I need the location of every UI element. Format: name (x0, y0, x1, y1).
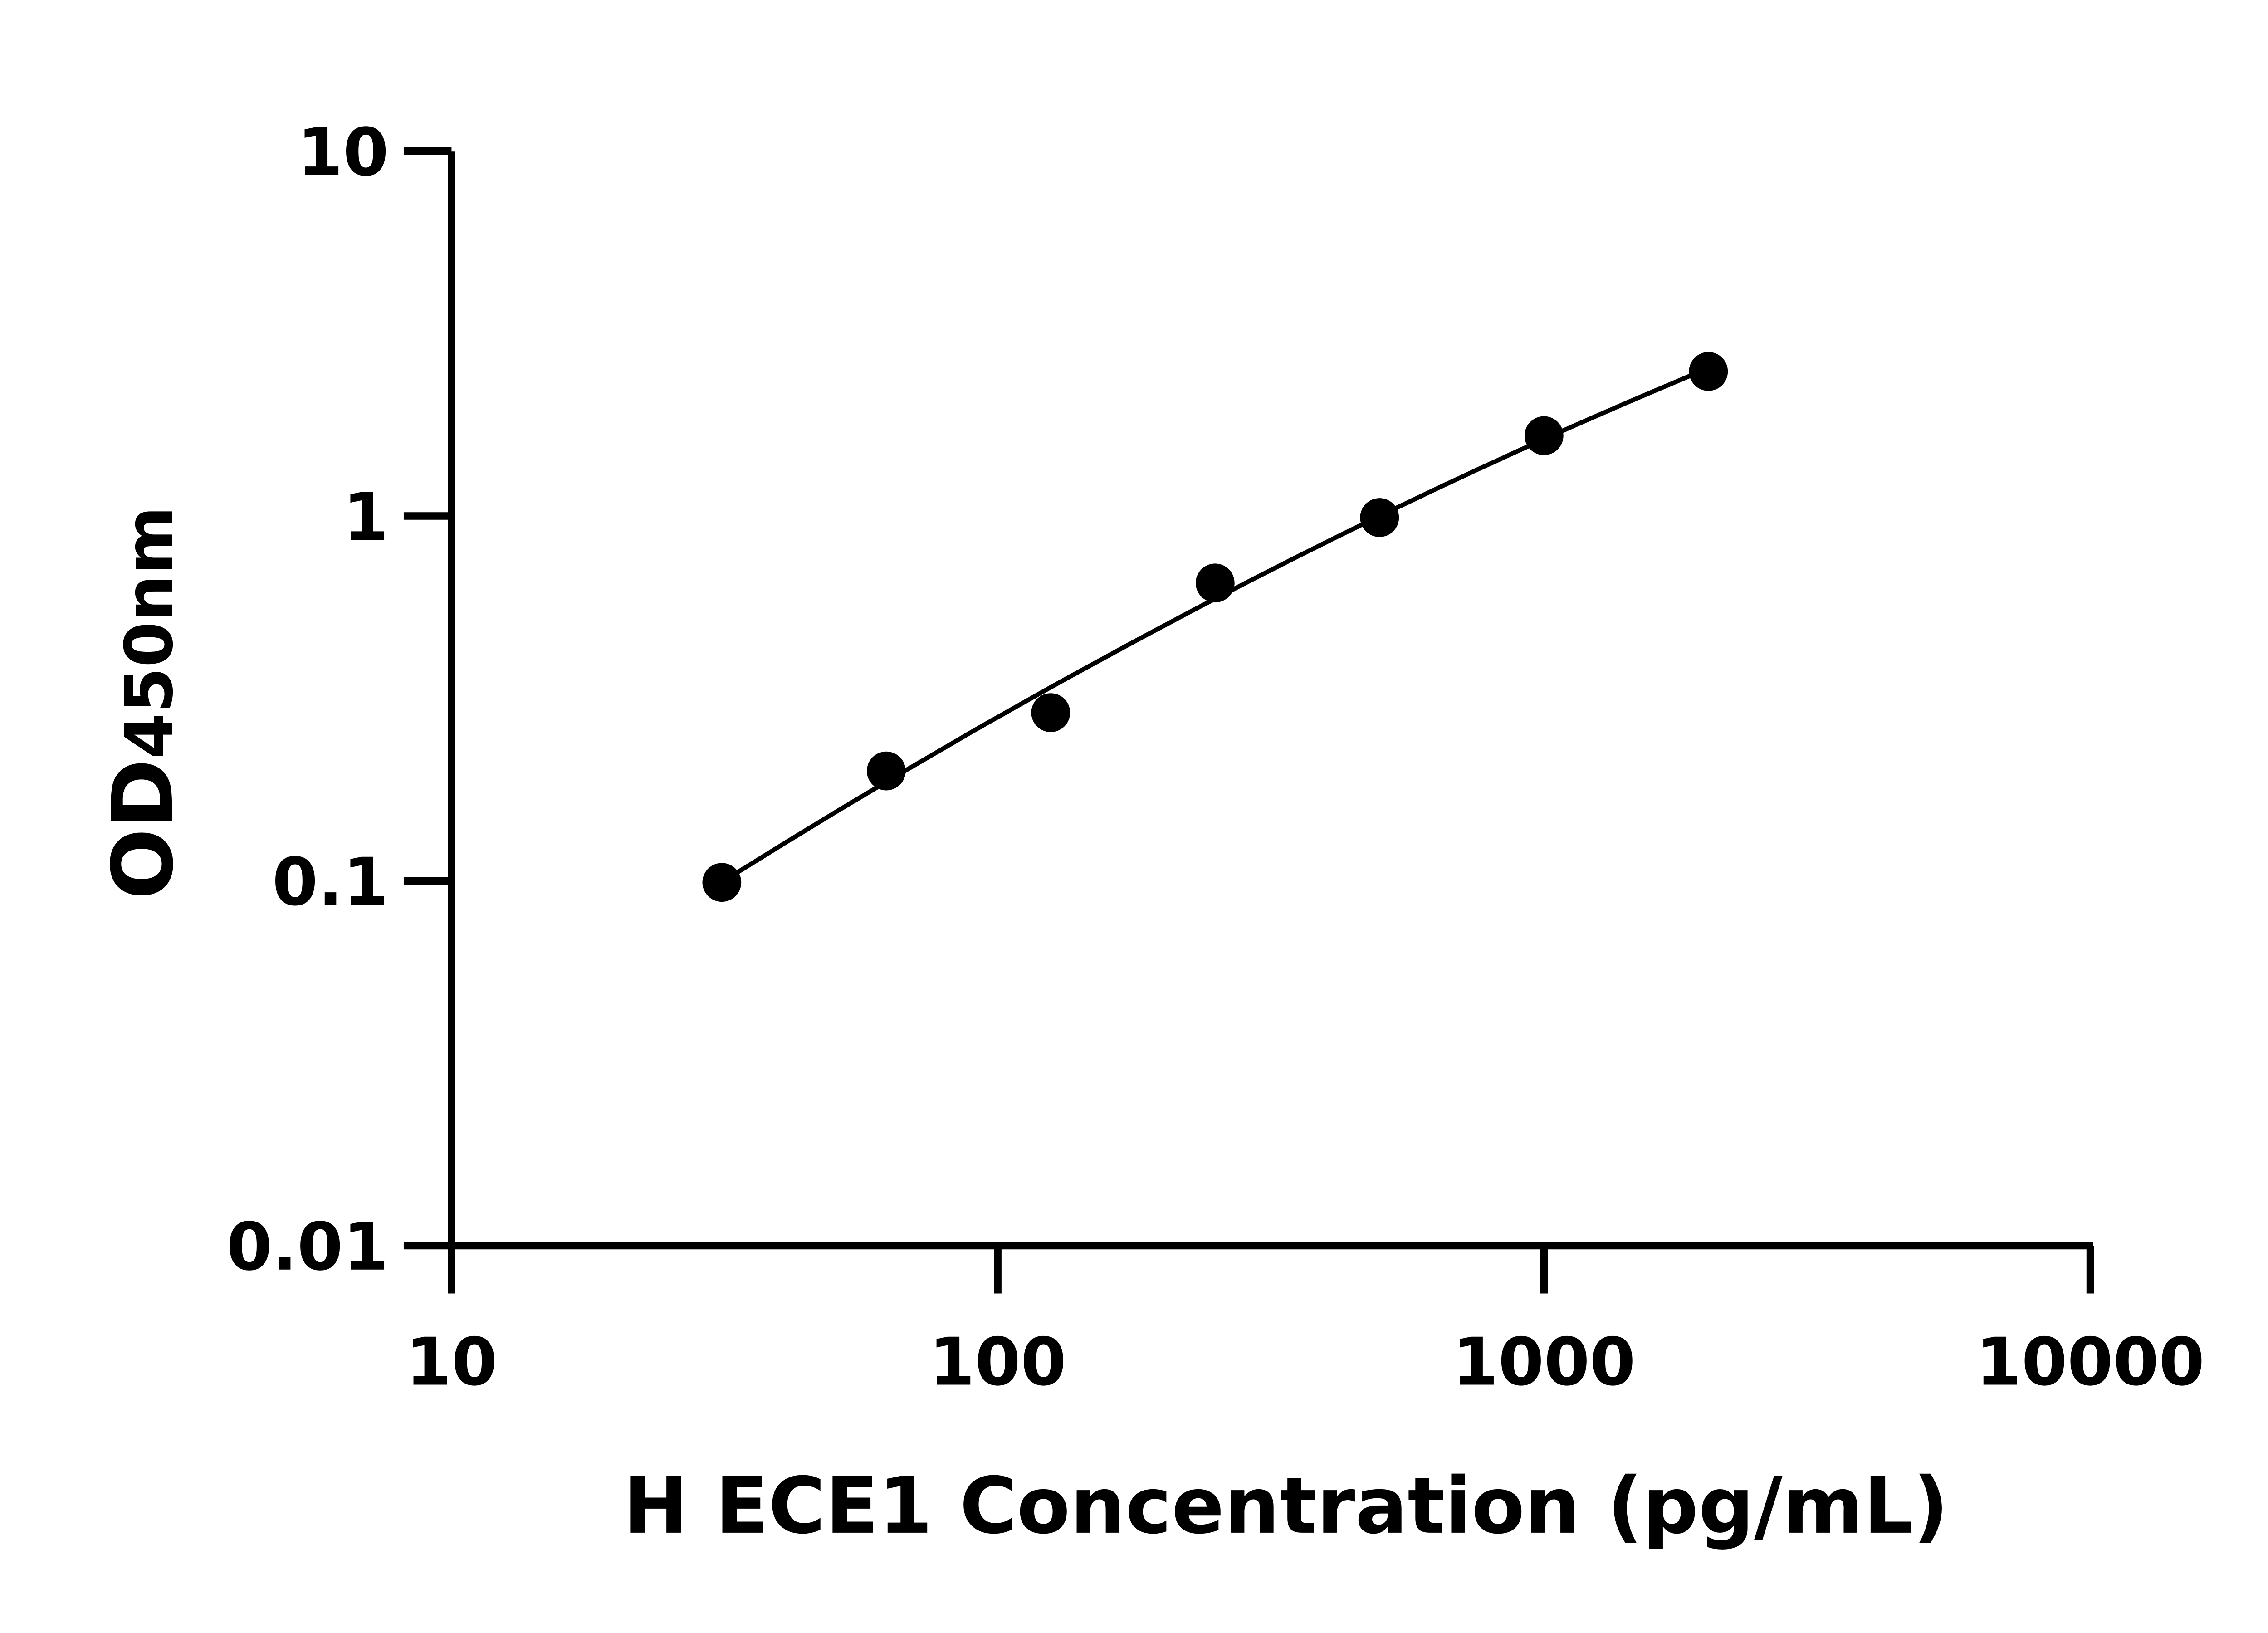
y-tick-label: 1 (343, 479, 389, 556)
data-point (1524, 416, 1564, 455)
x-axis-label: H ECE1 Concentration (pg/mL) (623, 1461, 1949, 1551)
axes: 0.01 0.1 1 10 10 100 1000 10000 (226, 114, 2204, 1401)
x-tick-label: 1000 (1452, 1324, 1636, 1401)
y-tick-label: 0.1 (272, 844, 389, 920)
y-axis-label-sub: 450nm (111, 506, 188, 759)
data-point (1689, 352, 1728, 391)
y-axis-label-main: OD (94, 759, 192, 900)
data-point (1031, 693, 1070, 732)
y-axis-label: OD450nm (94, 506, 192, 900)
data-point (1360, 498, 1399, 537)
data-point (702, 863, 742, 902)
data-point (1195, 563, 1235, 603)
data-points (702, 352, 1728, 902)
x-tick-label: 10000 (1976, 1324, 2205, 1401)
x-tick-label: 10 (406, 1324, 498, 1401)
x-tick-label: 100 (929, 1324, 1066, 1401)
y-tick-label: 10 (297, 114, 389, 191)
data-point (866, 751, 906, 791)
y-tick-label: 0.01 (226, 1209, 389, 1286)
